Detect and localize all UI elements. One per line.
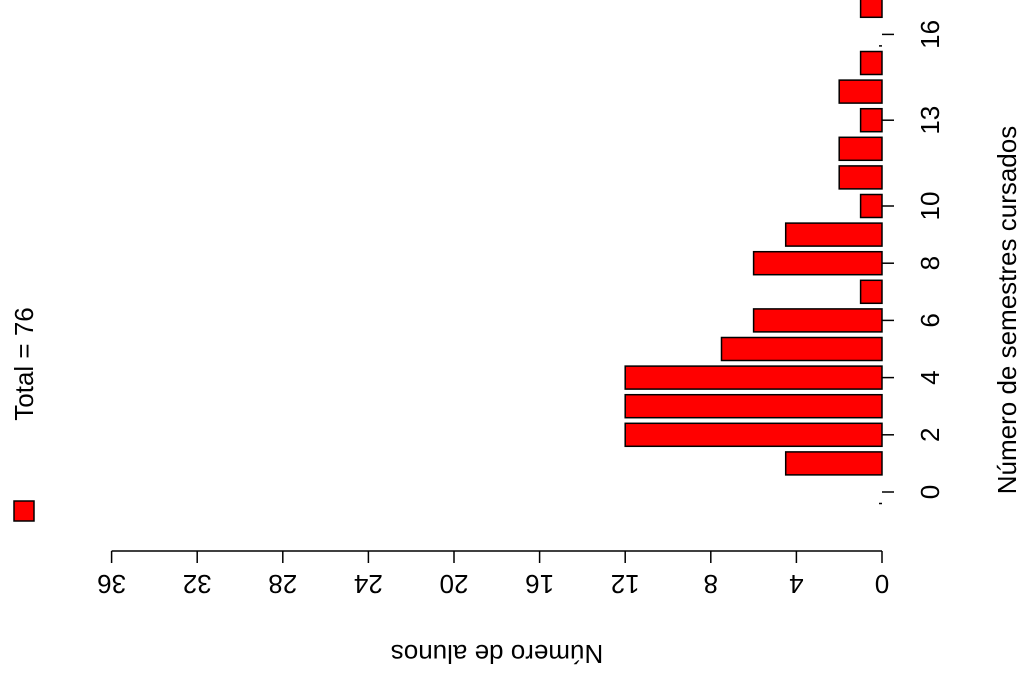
bar-7 [859, 279, 883, 305]
value-tick-label: 16 [525, 569, 554, 599]
value-tick-label: 0 [875, 569, 889, 599]
value-tick-label: 24 [354, 569, 383, 599]
bar-12 [838, 136, 883, 162]
value-tick-label: 4 [789, 569, 803, 599]
bar-2 [624, 422, 883, 448]
bar-13 [859, 107, 883, 133]
value-axis: 0 4 8 12 16 20 24 28 32 36 [97, 550, 889, 599]
y-axis-label: Número de semestres cursados [992, 126, 1022, 494]
value-tick-label: 36 [97, 569, 126, 599]
bar-14 [838, 79, 883, 104]
category-tick-label: 6 [915, 313, 945, 327]
value-tick-label: 32 [183, 569, 212, 599]
bar-11 [838, 165, 883, 190]
value-tick-label: 12 [611, 569, 640, 599]
category-tick-label: 13 [915, 106, 945, 135]
category-axis: 0 2 4 6 8 10 13 16 [882, 20, 945, 499]
bar-5 [720, 336, 883, 362]
category-tick-label: 2 [915, 428, 945, 442]
category-tick-label: 4 [915, 370, 945, 384]
bar-8 [752, 250, 883, 276]
legend-label: Total = 76 [9, 307, 39, 420]
legend-swatch [13, 500, 35, 522]
category-tick-label: 0 [915, 485, 945, 499]
bar-9 [784, 222, 883, 247]
bar-15 [859, 50, 883, 76]
x-axis-label: Número de alunos [391, 639, 603, 669]
category-tick-label: 16 [915, 20, 945, 49]
bar-10 [859, 193, 883, 219]
bar-1 [784, 451, 883, 476]
value-tick-label: 28 [268, 569, 297, 599]
bars [624, 0, 883, 505]
bar-4 [624, 365, 883, 390]
value-tick-label: 8 [704, 569, 718, 599]
value-tick-label: 20 [440, 569, 469, 599]
legend: Total = 76 [9, 307, 39, 522]
bar-6 [752, 308, 883, 333]
bar-17 [859, 0, 883, 19]
category-tick-label: 10 [915, 192, 945, 221]
category-tick-label: 8 [915, 256, 945, 270]
bar-3 [624, 393, 883, 419]
